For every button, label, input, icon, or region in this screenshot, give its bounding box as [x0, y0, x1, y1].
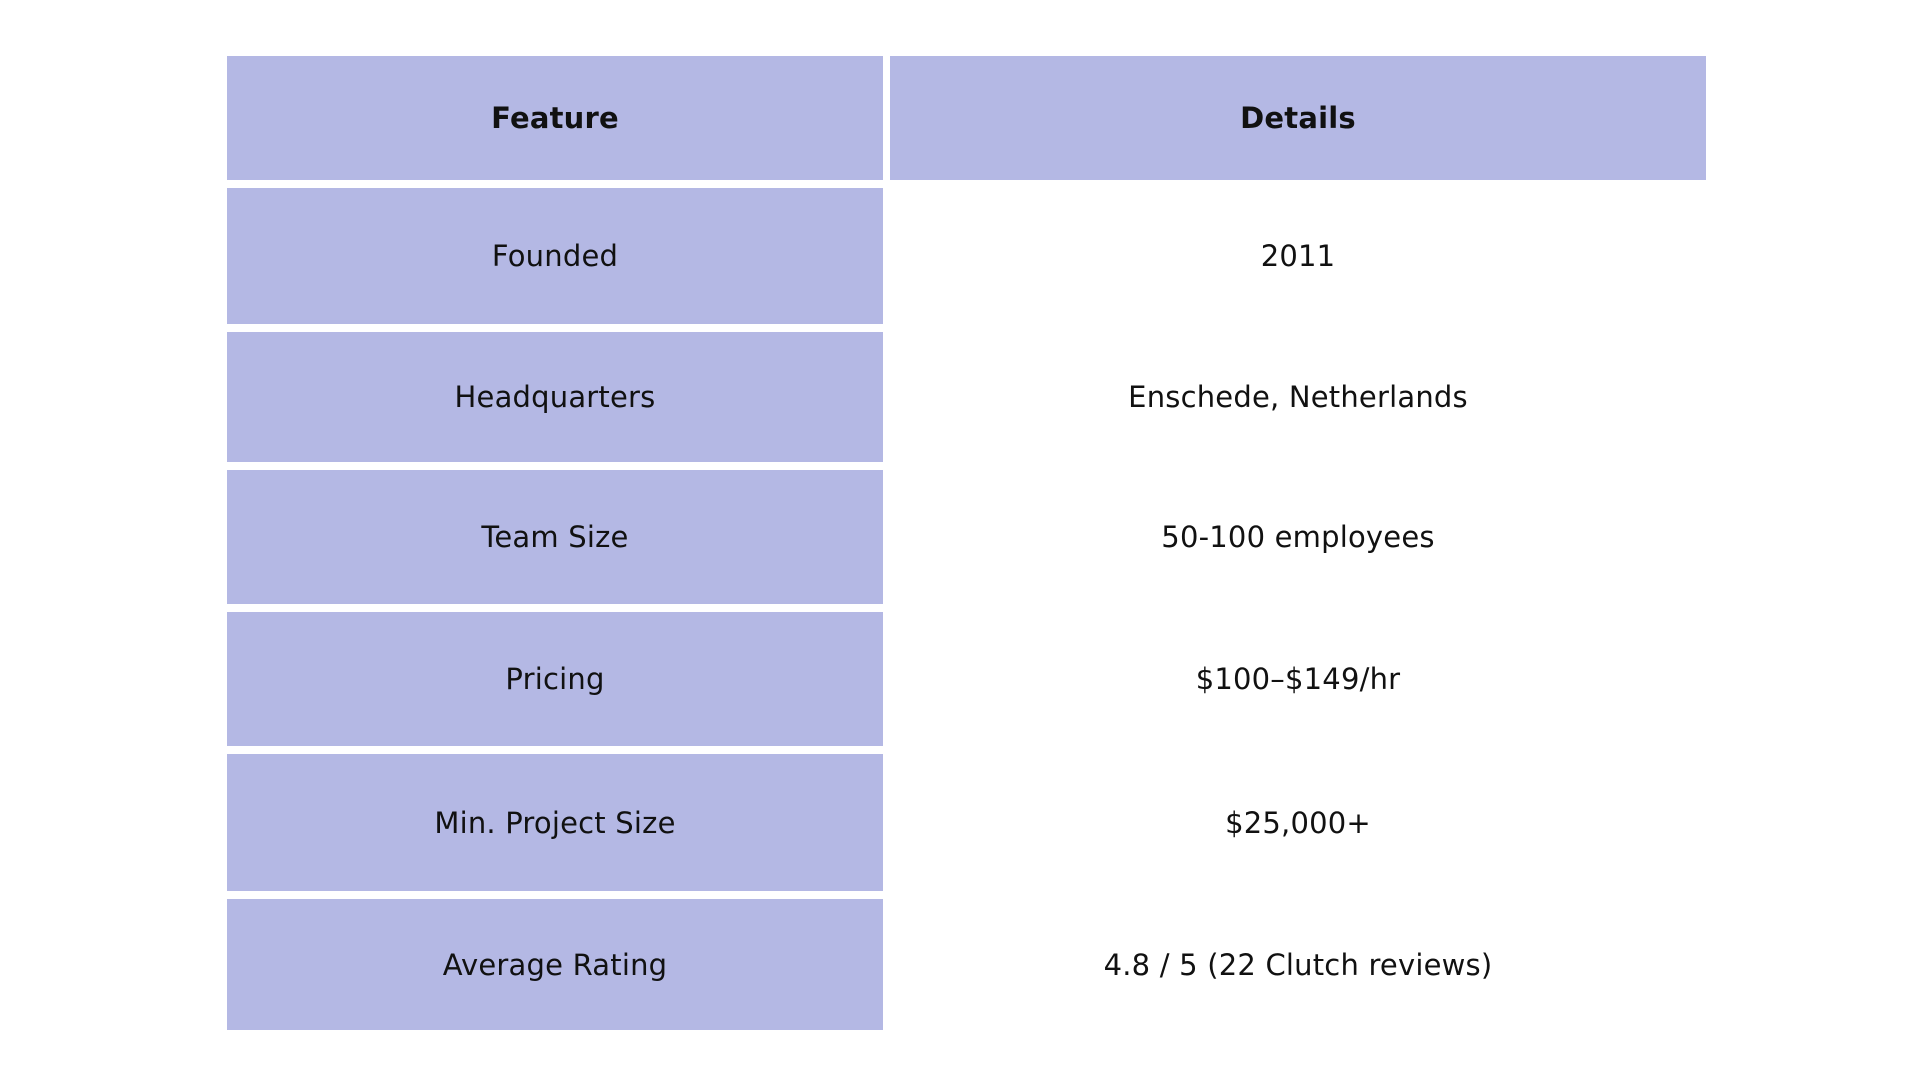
feature-cell-average-rating: Average Rating: [227, 899, 883, 1030]
comparison-table: Feature Details Founded 2011 Headquarter…: [227, 56, 1706, 1030]
detail-cell-min-project-size: $25,000+: [890, 754, 1706, 891]
column-header-details: Details: [890, 56, 1706, 180]
feature-cell-team-size: Team Size: [227, 470, 883, 604]
feature-cell-founded: Founded: [227, 188, 883, 324]
detail-cell-pricing: $100–$149/hr: [890, 612, 1706, 746]
feature-cell-min-project-size: Min. Project Size: [227, 754, 883, 891]
detail-cell-founded: 2011: [890, 188, 1706, 324]
feature-cell-headquarters: Headquarters: [227, 332, 883, 462]
feature-cell-pricing: Pricing: [227, 612, 883, 746]
detail-cell-team-size: 50-100 employees: [890, 470, 1706, 604]
column-header-feature: Feature: [227, 56, 883, 180]
detail-cell-average-rating: 4.8 / 5 (22 Clutch reviews): [890, 899, 1706, 1030]
detail-cell-headquarters: Enschede, Netherlands: [890, 332, 1706, 462]
